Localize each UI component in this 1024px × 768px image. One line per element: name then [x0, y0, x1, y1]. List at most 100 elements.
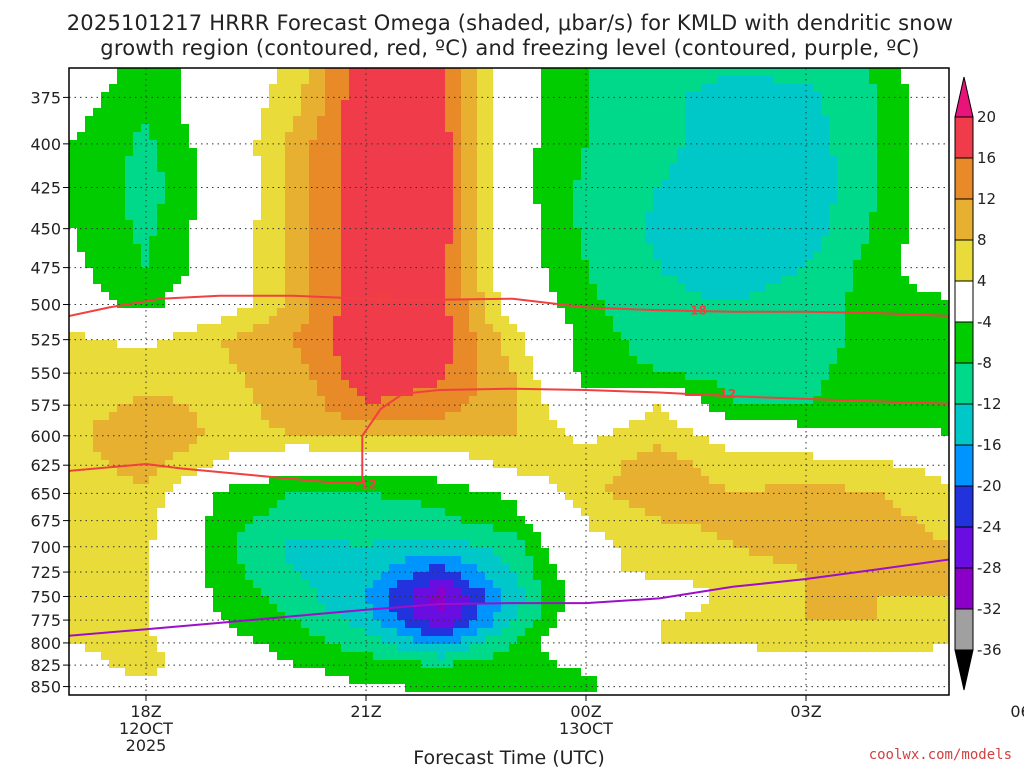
- omega-cell: [101, 164, 110, 173]
- omega-cell: [293, 252, 302, 261]
- omega-cell: [365, 124, 374, 133]
- omega-cell: [845, 220, 854, 229]
- omega-cell: [909, 236, 918, 245]
- omega-cell: [237, 244, 246, 253]
- omega-cell: [613, 172, 622, 181]
- omega-cell: [285, 68, 294, 77]
- omega-cell: [813, 212, 822, 221]
- omega-cell: [253, 348, 262, 357]
- omega-cell: [701, 348, 710, 357]
- omega-cell: [925, 84, 934, 93]
- omega-cell: [149, 252, 158, 261]
- omega-cell: [229, 412, 238, 421]
- omega-cell: [237, 356, 246, 365]
- omega-cell: [637, 356, 646, 365]
- omega-cell: [477, 100, 486, 109]
- omega-cell: [501, 388, 510, 397]
- omega-cell: [933, 108, 942, 117]
- omega-cell: [797, 100, 806, 109]
- omega-cell: [221, 404, 230, 413]
- omega-cell: [813, 188, 822, 197]
- omega-cell: [109, 220, 118, 229]
- omega-cell: [685, 364, 694, 373]
- omega-cell: [357, 92, 366, 101]
- omega-cell: [261, 324, 270, 333]
- omega-cell: [445, 340, 454, 349]
- omega-cell: [709, 324, 718, 333]
- omega-cell: [93, 108, 102, 117]
- omega-cell: [189, 380, 198, 389]
- omega-cell: [925, 124, 934, 133]
- omega-cell: [597, 388, 606, 397]
- omega-cell: [261, 68, 270, 77]
- omega-cell: [717, 380, 726, 389]
- omega-cell: [381, 156, 390, 165]
- omega-cell: [925, 420, 934, 429]
- omega-cell: [749, 204, 758, 213]
- omega-cell: [837, 172, 846, 181]
- omega-cell: [317, 412, 326, 421]
- omega-cell: [613, 156, 622, 165]
- omega-cell: [317, 252, 326, 261]
- omega-cell: [757, 92, 766, 101]
- omega-cell: [149, 212, 158, 221]
- omega-cell: [933, 308, 942, 317]
- omega-cell: [469, 196, 478, 205]
- omega-cell: [797, 252, 806, 261]
- omega-cell: [693, 132, 702, 141]
- omega-cell: [885, 132, 894, 141]
- omega-cell: [101, 76, 110, 85]
- omega-cell: [381, 308, 390, 317]
- omega-cell: [93, 260, 102, 269]
- omega-cell: [701, 92, 710, 101]
- omega-cell: [381, 212, 390, 221]
- omega-cell: [325, 300, 334, 309]
- omega-cell: [509, 308, 518, 317]
- omega-cell: [69, 180, 78, 189]
- omega-cell: [637, 164, 646, 173]
- omega-cell: [125, 396, 134, 405]
- omega-cell: [877, 204, 886, 213]
- omega-cell: [629, 284, 638, 293]
- omega-cell: [317, 300, 326, 309]
- omega-cell: [405, 140, 414, 149]
- omega-cell: [205, 276, 214, 285]
- omega-cell: [893, 76, 902, 85]
- omega-cell: [885, 420, 894, 429]
- omega-cell: [789, 156, 798, 165]
- omega-cell: [109, 372, 118, 381]
- omega-cell: [477, 76, 486, 85]
- omega-cell: [933, 316, 942, 325]
- omega-cell: [197, 276, 206, 285]
- omega-cell: [701, 84, 710, 93]
- omega-cell: [557, 420, 566, 429]
- omega-cell: [397, 132, 406, 141]
- omega-cell: [469, 284, 478, 293]
- omega-cell: [325, 428, 334, 437]
- omega-cell: [77, 148, 86, 157]
- omega-cell: [357, 148, 366, 157]
- omega-cell: [941, 348, 949, 357]
- omega-cell: [181, 228, 190, 237]
- omega-cell: [197, 68, 206, 77]
- omega-cell: [285, 372, 294, 381]
- omega-cell: [349, 364, 358, 373]
- omega-cell: [237, 68, 246, 77]
- omega-cell: [501, 332, 510, 341]
- omega-cell: [437, 156, 446, 165]
- omega-cell: [821, 228, 830, 237]
- omega-cell: [877, 292, 886, 301]
- omega-cell: [445, 100, 454, 109]
- omega-cell: [869, 372, 878, 381]
- omega-cell: [661, 156, 670, 165]
- omega-cell: [429, 236, 438, 245]
- omega-cell: [557, 172, 566, 181]
- omega-cell: [469, 156, 478, 165]
- omega-cell: [893, 364, 902, 373]
- omega-cell: [205, 164, 214, 173]
- omega-cell: [901, 68, 910, 77]
- omega-cell: [213, 164, 222, 173]
- omega-cell: [661, 100, 670, 109]
- omega-cell: [557, 396, 566, 405]
- omega-cell: [237, 388, 246, 397]
